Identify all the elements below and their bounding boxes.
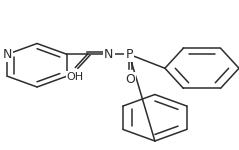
Text: OH: OH	[67, 72, 84, 82]
Text: P: P	[125, 48, 133, 61]
Text: N: N	[2, 48, 12, 61]
Text: N: N	[104, 48, 114, 61]
Text: O: O	[125, 73, 135, 86]
